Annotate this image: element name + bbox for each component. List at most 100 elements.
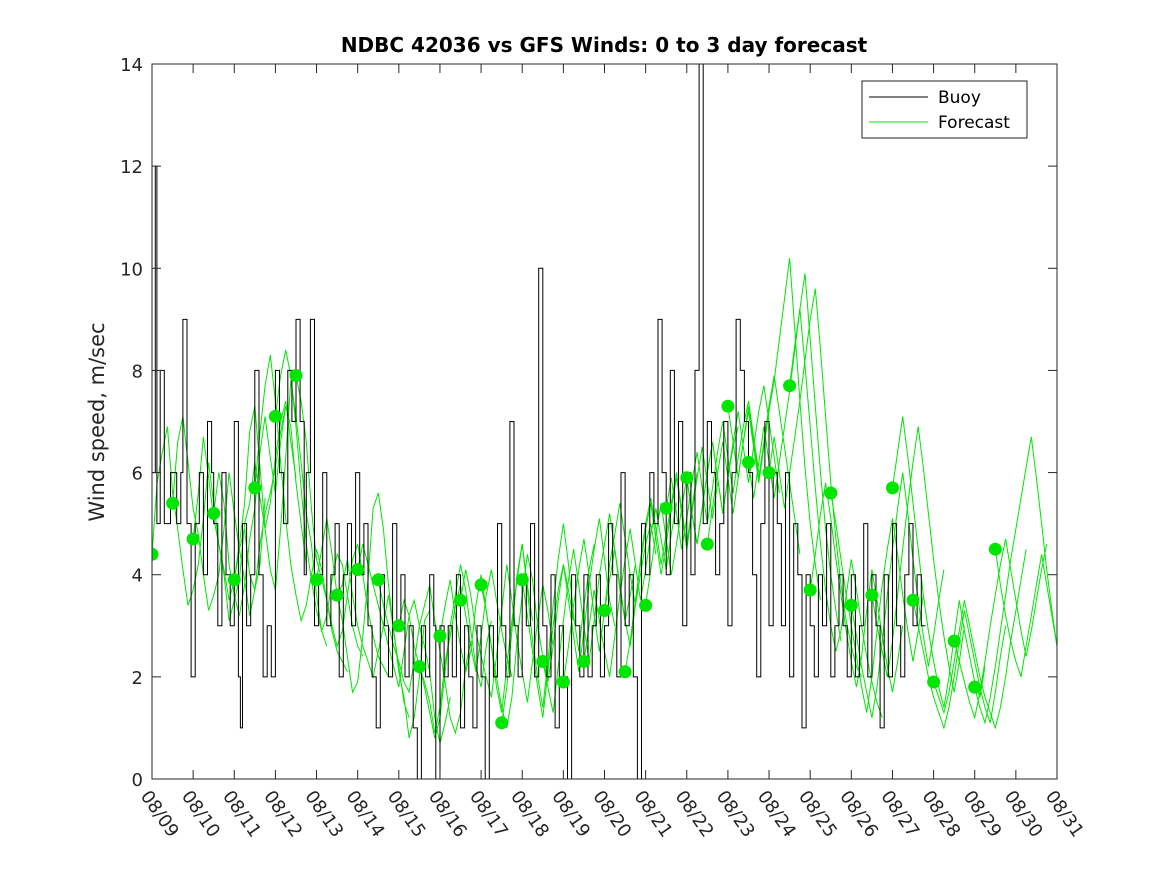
forecast-marker-24 <box>639 598 653 612</box>
forecast-run-10 <box>357 543 451 744</box>
forecast-marker-10 <box>351 563 365 577</box>
x-tick-label-8: 08/17 <box>465 787 512 842</box>
forecast-marker-19 <box>536 655 550 668</box>
forecast-marker-11 <box>371 573 385 587</box>
y-axis-label: Wind speed, m/sec <box>85 322 109 521</box>
x-tick-label-17: 08/26 <box>835 787 882 842</box>
x-tick-label-14: 08/23 <box>712 787 759 842</box>
y-tick-label-3: 6 <box>132 464 143 485</box>
forecast-marker-15 <box>454 593 467 607</box>
y-tick-label-1: 2 <box>132 668 143 689</box>
forecast-marker-4 <box>227 573 241 587</box>
forecast-run-20 <box>562 503 657 683</box>
forecast-run-4 <box>233 380 328 647</box>
x-tick-label-21: 08/30 <box>1000 787 1047 842</box>
forecast-marker-21 <box>577 655 591 668</box>
forecast-run-12 <box>398 564 492 739</box>
forecast-run-28 <box>727 258 821 601</box>
forecast-marker-34 <box>844 598 858 612</box>
x-tick-label-13: 08/22 <box>671 787 718 842</box>
forecast-run-32 <box>809 482 904 693</box>
forecast-run-33 <box>830 492 924 713</box>
forecast-marker-41 <box>988 542 1002 556</box>
forecast-run-5 <box>254 355 348 673</box>
forecast-run-17 <box>501 523 595 723</box>
forecast-run-25 <box>665 401 760 550</box>
x-tick-label-15: 08/24 <box>753 787 800 842</box>
forecast-marker-8 <box>310 573 323 587</box>
forecast-marker-17 <box>495 716 509 730</box>
buoy-series-line <box>152 64 926 779</box>
forecast-marker-14 <box>433 629 447 643</box>
forecast-marker-37 <box>906 593 920 607</box>
forecast-run-31 <box>789 309 883 718</box>
forecast-marker-2 <box>186 532 200 546</box>
forecast-marker-23 <box>618 665 632 679</box>
forecast-run-18 <box>521 518 616 718</box>
forecast-run-1 <box>172 406 287 616</box>
x-tick-label-2: 08/11 <box>218 787 265 842</box>
forecast-marker-35 <box>865 588 879 602</box>
forecast-marker-25 <box>659 501 673 515</box>
forecast-marker-36 <box>886 481 899 495</box>
forecast-marker-13 <box>412 660 426 674</box>
forecast-marker-7 <box>289 369 303 382</box>
forecast-marker-33 <box>824 486 838 500</box>
forecast-run-35 <box>871 426 965 693</box>
forecast-run-15 <box>460 564 554 703</box>
forecast-run-29 <box>748 273 842 642</box>
forecast-marker-0 <box>152 547 159 561</box>
x-tick-label-12: 08/21 <box>630 787 677 842</box>
y-tick-label-4: 8 <box>132 361 143 382</box>
x-tick-label-7: 08/16 <box>424 787 471 842</box>
x-tick-label-4: 08/13 <box>300 787 347 842</box>
forecast-marker-20 <box>556 675 570 689</box>
forecast-run-7 <box>295 375 389 678</box>
x-tick-label-11: 08/20 <box>588 787 635 842</box>
forecast-run-30 <box>768 288 863 678</box>
forecast-marker-29 <box>742 455 755 469</box>
forecast-run-41 <box>994 549 1057 678</box>
forecast-marker-1 <box>166 496 180 510</box>
x-tick-label-9: 08/18 <box>506 787 553 842</box>
forecast-marker-12 <box>392 619 406 633</box>
x-tick-label-22: 08/31 <box>1041 787 1088 842</box>
x-tick-label-19: 08/28 <box>917 787 964 842</box>
forecast-marker-40 <box>968 680 982 694</box>
x-tick-label-18: 08/27 <box>876 787 923 842</box>
forecast-run-11 <box>377 579 472 735</box>
forecast-marker-30 <box>762 466 776 480</box>
forecast-marker-3 <box>207 506 221 520</box>
y-tick-label-5: 10 <box>120 259 143 280</box>
forecast-marker-16 <box>474 578 488 592</box>
forecast-run-40 <box>974 436 1057 725</box>
forecast-marker-5 <box>248 481 262 495</box>
y-tick-label-6: 12 <box>120 157 143 178</box>
forecast-run-21 <box>583 503 677 677</box>
forecast-run-13 <box>418 569 513 734</box>
forecast-marker-32 <box>803 583 817 597</box>
plot-area <box>152 64 1057 779</box>
forecast-run-8 <box>316 492 410 718</box>
legend-box <box>861 80 1028 139</box>
x-tick-label-20: 08/29 <box>959 787 1006 842</box>
legend: Buoy Forecast <box>861 80 1028 139</box>
forecast-marker-28 <box>721 399 735 413</box>
forecast-run-34 <box>850 472 945 718</box>
x-tick-label-0: 08/09 <box>136 787 183 842</box>
forecast-marker-38 <box>927 675 941 689</box>
forecast-marker-22 <box>598 604 611 617</box>
x-tick-label-16: 08/25 <box>794 787 841 842</box>
forecast-run-36 <box>892 416 986 708</box>
forecast-marker-18 <box>515 573 529 587</box>
x-tick-label-6: 08/15 <box>383 787 430 842</box>
legend-buoy-label: Buoy <box>938 88 981 108</box>
forecast-marker-31 <box>783 379 797 393</box>
x-tick-label-5: 08/14 <box>342 787 389 842</box>
forecast-run-39 <box>953 538 1048 720</box>
forecast-marker-27 <box>700 537 714 551</box>
y-tick-label-7: 14 <box>120 55 143 76</box>
y-tick-label-2: 4 <box>132 566 143 587</box>
forecast-run-27 <box>706 375 801 555</box>
